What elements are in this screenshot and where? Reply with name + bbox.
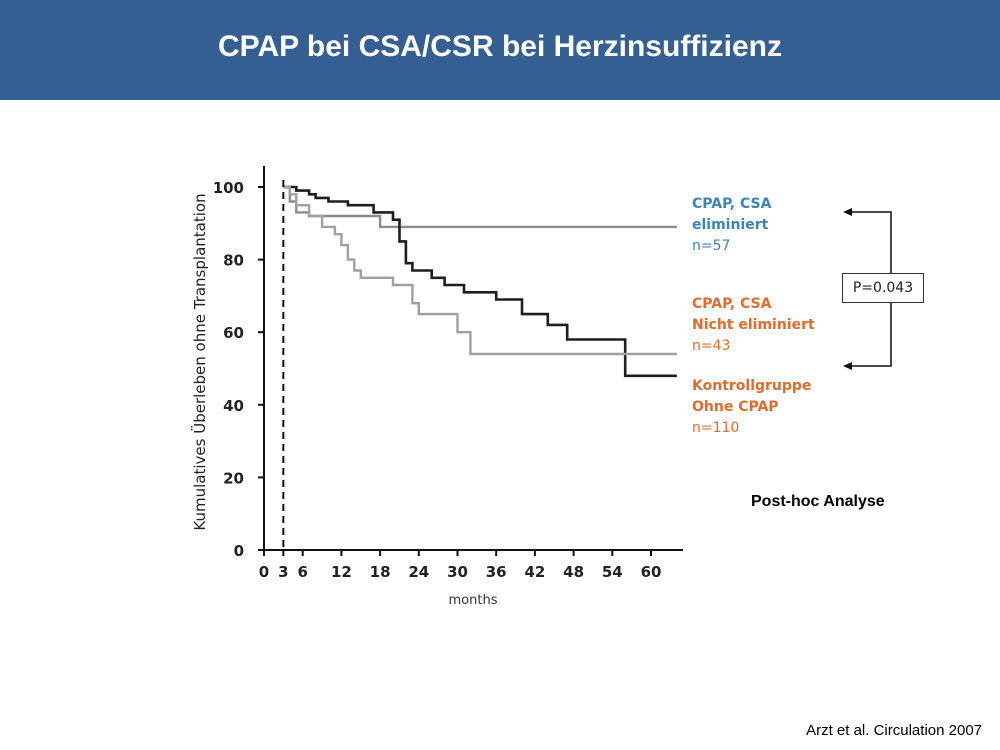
legend-count: n=110 — [692, 420, 740, 436]
x-tick-label: 42 — [524, 563, 545, 581]
x-tick-label: 36 — [486, 563, 507, 581]
arrow-head-top — [843, 208, 852, 216]
series-line-2 — [283, 185, 677, 378]
y-tick-label: 0 — [234, 542, 244, 560]
x-tick-label: 3 — [278, 563, 288, 581]
legend-label: eliminiert — [692, 217, 769, 233]
y-tick-label: 100 — [213, 179, 244, 197]
legend-entry-1: CPAP, CSA eliminiert n=57 — [692, 194, 771, 257]
arrow-head-bottom — [843, 362, 852, 370]
legend-label: CPAP, CSA — [692, 296, 772, 312]
x-tick-label: 12 — [331, 563, 352, 581]
title-bar — [0, 0, 1000, 100]
x-tick-label: 6 — [297, 563, 307, 581]
series-line-3 — [283, 185, 677, 356]
x-tick-label: 60 — [641, 563, 662, 581]
pvalue-arrows — [843, 208, 892, 370]
x-tick-label: 30 — [447, 563, 468, 581]
plot-lines — [283, 185, 677, 378]
y-tick-label: 80 — [223, 252, 244, 270]
legend-label: Ohne CPAP — [692, 399, 779, 415]
bracket-top — [850, 211, 892, 273]
legend-label: Nicht eliminiert — [692, 317, 815, 333]
bracket-bottom — [850, 303, 892, 367]
x-tick-label: 18 — [370, 563, 391, 581]
posthoc-annotation: Post-hoc Analyse — [751, 493, 885, 510]
x-tick-label: 54 — [602, 563, 623, 581]
y-tick-label: 20 — [223, 469, 244, 487]
x-tick-label: 0 — [259, 563, 269, 581]
y-tick-label: 60 — [223, 324, 244, 342]
legend-label: Kontrollgruppe — [692, 378, 812, 394]
legend-count: n=43 — [692, 338, 731, 354]
x-tick-label: 48 — [563, 563, 584, 581]
citation: Arzt et al. Circulation 2007 — [806, 722, 982, 739]
legend-count: n=57 — [692, 238, 731, 254]
x-tick-label: 24 — [408, 563, 429, 581]
x-axis-label: months — [449, 593, 498, 608]
series-line-1 — [283, 185, 677, 229]
y-tick-label: 40 — [223, 397, 244, 415]
legend-entry-3: Kontrollgruppe Ohne CPAP n=110 — [692, 376, 811, 439]
slide-title: CPAP bei CSA/CSR bei Herzinsuffizienz — [218, 30, 782, 63]
legend-label: CPAP, CSA — [692, 196, 772, 212]
pvalue-box: P=0.043 — [842, 273, 924, 303]
legend-entry-2: CPAP, CSA Nicht eliminiert n=43 — [692, 294, 815, 357]
y-axis-label: Kumulatives Überleben ohne Transplantati… — [190, 193, 209, 530]
